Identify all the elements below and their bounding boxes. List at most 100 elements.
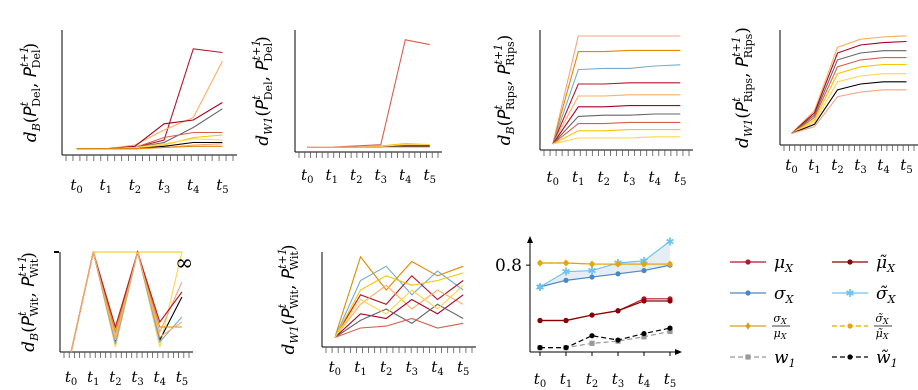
marker-circle (615, 308, 621, 314)
legend-item: σ̃Xμ̃X (832, 312, 892, 341)
series-line (552, 105, 681, 145)
marker-star: ✱ (665, 235, 674, 248)
marker-circle (615, 337, 621, 343)
series-line (334, 294, 464, 338)
legend-label: μ̃X (876, 253, 896, 275)
panel-summary: 0.8✱✱✱✱✱✱ (495, 235, 682, 356)
x-tick-label: t3 (375, 166, 387, 186)
x-tick-label: t5 (674, 168, 686, 188)
x-tick-label: t5 (457, 358, 469, 378)
x-tick-label: t0 (534, 370, 546, 390)
series-line (552, 82, 681, 145)
x-tick-label: t4 (399, 166, 411, 186)
series-line (552, 35, 681, 145)
legend-label: w̃1 (876, 348, 898, 370)
x-tick-label: t0 (329, 358, 341, 378)
series-line (791, 35, 907, 134)
x-tick-label: t3 (406, 358, 418, 378)
marker-circle (589, 274, 595, 280)
x-tick-label: t4 (649, 168, 661, 188)
marker-circle (847, 323, 853, 329)
marker-circle (563, 345, 569, 351)
sigma-band (540, 241, 670, 287)
series-line (540, 300, 670, 322)
legend-item: μX (730, 253, 794, 275)
series-line (791, 89, 907, 135)
marker-circle (615, 271, 621, 277)
x-tick-label: t1 (560, 370, 572, 390)
x-tick-label: t1 (100, 176, 112, 196)
x-tick-label: t3 (612, 370, 624, 390)
x-tick-label: t3 (158, 176, 170, 196)
svg-text:dW1(PtRips, Pt+1Rips): dW1(PtRips, Pt+1Rips) (730, 27, 755, 148)
x-tick-label: t2 (109, 368, 121, 388)
legend-label-numerator: σ̃X (875, 312, 889, 326)
legend-item: w1 (730, 348, 796, 370)
series-line (552, 64, 681, 145)
series-line (552, 49, 681, 145)
marker-circle (667, 261, 673, 267)
series-line (540, 298, 670, 322)
svg-text:dW1(PtWit, Pt+1Wit): dW1(PtWit, Pt+1Wit) (276, 244, 301, 354)
x-tick-label: t0 (301, 166, 313, 186)
marker-star: ✱ (845, 287, 854, 300)
series-line (540, 262, 670, 265)
series-line (791, 63, 907, 134)
x-tick-label: t2 (598, 168, 610, 188)
marker-star: ✱ (535, 281, 544, 294)
x-tick-label: t0 (70, 176, 82, 196)
x-tick-label: t5 (176, 368, 188, 388)
series-line (552, 94, 681, 145)
x-tick-label: t2 (380, 358, 392, 378)
series-line (334, 284, 464, 338)
marker-star: ✱ (561, 266, 570, 279)
svg-text:dB(PtDel, Pt+1Del): dB(PtDel, Pt+1Del) (18, 43, 43, 142)
x-tick-label: t3 (623, 168, 635, 188)
panel-5: ∞ (54, 249, 193, 358)
series-line (70, 251, 183, 353)
svg-text:dB(PtWit, Pt+1Wit): dB(PtWit, Pt+1Wit) (16, 252, 41, 352)
series-line (791, 50, 907, 134)
x-tick-label: t5 (664, 370, 676, 390)
x-tick-label: t0 (65, 368, 77, 388)
series-line (791, 57, 907, 134)
marker-circle (667, 298, 673, 304)
x-tick-label: t5 (216, 176, 228, 196)
x-tick-label: t4 (877, 156, 889, 176)
marker-circle (589, 312, 595, 318)
legend-item: w̃1 (832, 348, 898, 370)
legend-label: σ̃X (876, 284, 897, 306)
series-line (540, 330, 671, 349)
x-tick-label: t5 (424, 166, 436, 186)
legend-item: σX (730, 284, 795, 306)
marker-circle (641, 267, 647, 274)
x-tick-label: t1 (326, 166, 338, 186)
series-line (70, 251, 183, 353)
series-line (70, 250, 182, 353)
marker-circle (563, 317, 569, 324)
panel-2 (294, 30, 442, 158)
marker-circle (667, 325, 673, 331)
series-line (76, 145, 223, 150)
marker-diamond (745, 322, 751, 330)
series-line (76, 102, 223, 150)
legend-label-denominator: μ̃X (876, 327, 889, 341)
series-line (70, 251, 183, 353)
legend-item: μ̃X (832, 253, 896, 275)
series-line (539, 240, 671, 288)
x-tick-label: t1 (808, 156, 820, 176)
series-line (334, 272, 464, 338)
marker-circle (745, 259, 751, 265)
series-line (552, 113, 681, 145)
panel-3 (539, 30, 693, 156)
series-line (70, 249, 183, 353)
x-tick-label: t2 (831, 156, 843, 176)
series-line (70, 250, 183, 353)
series-line (334, 317, 464, 339)
y-axis-arrow (527, 236, 533, 243)
series-line (791, 81, 907, 135)
legend-label: μX (774, 253, 794, 275)
